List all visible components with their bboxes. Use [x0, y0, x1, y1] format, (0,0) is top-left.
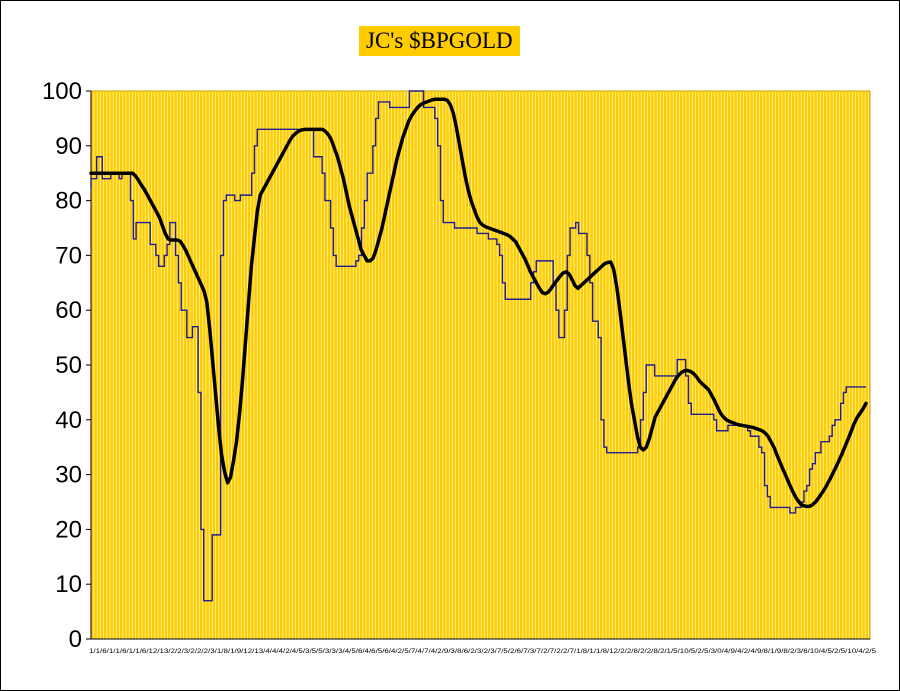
chart-title: JC's $BPGOLD — [359, 26, 520, 56]
y-tick-label: 60 — [55, 297, 82, 324]
y-tick-label: 50 — [55, 352, 82, 379]
series-layer — [89, 90, 868, 602]
y-tick-label: 10 — [55, 571, 82, 598]
y-tick-label: 40 — [55, 407, 82, 434]
x-axis: 1/1/6/1/1/6/1/1/6/12/13/2/2/3/2/2/2/3/1/… — [89, 638, 877, 655]
y-tick-label: 80 — [55, 188, 82, 215]
y-tick-label: 30 — [55, 462, 82, 489]
series-line-smoothed — [89, 97, 868, 509]
y-tick-label: 70 — [55, 242, 82, 269]
y-tick-label: 100 — [42, 78, 82, 105]
y-tick-label: 90 — [55, 133, 82, 160]
y-tick-label: 0 — [69, 626, 82, 653]
y-axis: 0 10 20 30 40 50 60 70 80 90 100 — [42, 78, 92, 653]
vertical-gridlines — [90, 90, 871, 640]
x-tick-labels: 1/1/6/1/1/6/1/1/6/12/13/2/2/3/2/2/2/3/1/… — [89, 649, 877, 655]
y-tick-label: 20 — [55, 516, 82, 543]
